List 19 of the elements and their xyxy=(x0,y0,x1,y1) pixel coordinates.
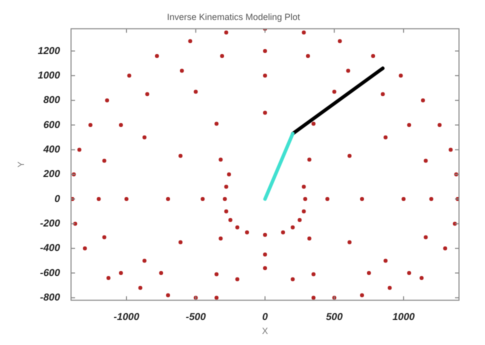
chart-title: Inverse Kinematics Modeling Plot xyxy=(166,12,301,22)
y-tick-label: 0 xyxy=(54,194,60,205)
y-tick-label: -800 xyxy=(40,292,60,304)
y-tick-label: -600 xyxy=(40,268,60,279)
x-tick-label: 500 xyxy=(326,312,344,323)
y-tick-label: 600 xyxy=(43,120,60,131)
y-tick-label: 200 xyxy=(42,169,60,180)
x-tick-label: -500 xyxy=(186,312,206,323)
y-tick-label: -400 xyxy=(40,243,60,254)
y-tick-label: 1000 xyxy=(38,70,60,82)
y-tick-label: 800 xyxy=(43,95,60,106)
y-axis-title: Y xyxy=(16,161,26,168)
x-tick-label: 0 xyxy=(262,312,268,323)
y-tick-label: -200 xyxy=(40,218,60,230)
x-axis-title: X xyxy=(262,326,268,336)
y-tick-label: 1200 xyxy=(38,46,60,57)
x-tick-label: 1000 xyxy=(392,312,416,323)
y-tick-label: 400 xyxy=(42,144,60,156)
x-tick-label: -1000 xyxy=(114,312,140,323)
